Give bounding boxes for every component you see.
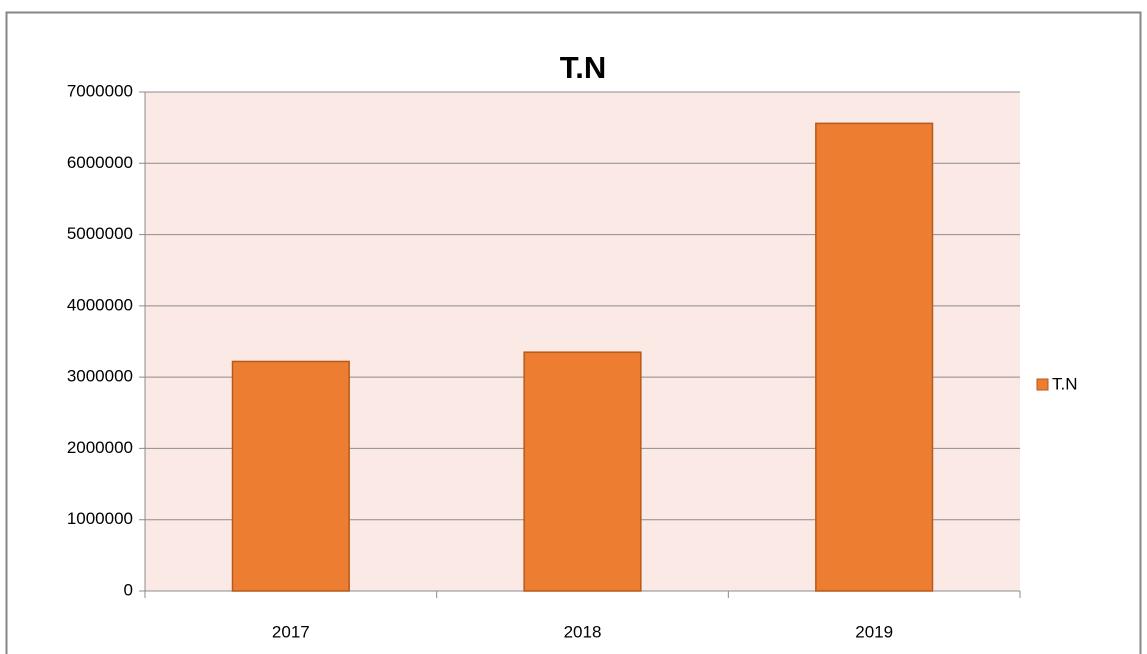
y-tick-label: 5000000 [67, 224, 133, 243]
x-tick-label: 2018 [564, 622, 602, 641]
legend-swatch [1036, 378, 1049, 391]
y-tick-label: 7000000 [67, 81, 133, 100]
y-tick-label: 6000000 [67, 153, 133, 172]
x-tick-label: 2019 [855, 622, 893, 641]
legend-label: T.N [1052, 374, 1078, 393]
bar [523, 351, 642, 592]
bar [815, 122, 934, 592]
x-tick-label: 2017 [272, 622, 310, 641]
y-tick-label: 2000000 [67, 438, 133, 457]
y-tick-label: 1000000 [67, 509, 133, 528]
y-tick-label: 0 [124, 580, 133, 599]
y-tick-label: 4000000 [67, 295, 133, 314]
y-tick-label: 3000000 [67, 367, 133, 386]
chart-title: T.N [560, 50, 607, 85]
bar [231, 360, 350, 592]
